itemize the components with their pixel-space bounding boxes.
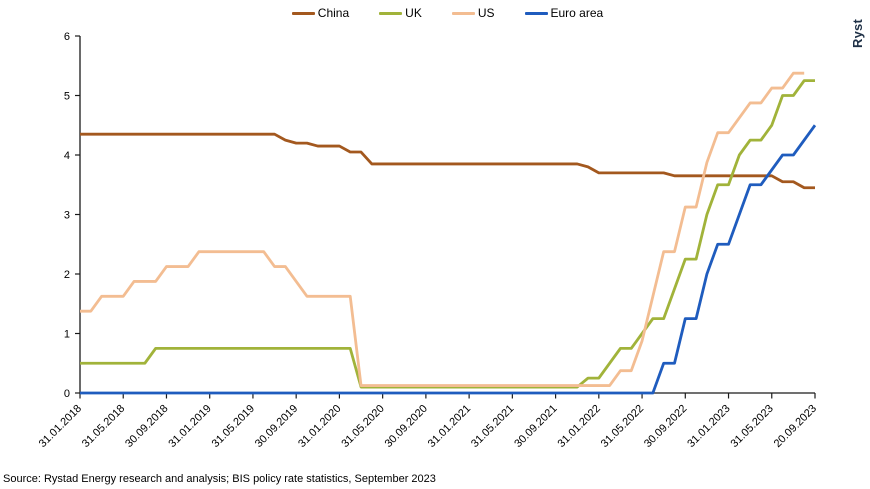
x-axis-tick-label: 31.01.2020 xyxy=(296,403,343,450)
x-axis-tick-label: 31.01.2023 xyxy=(685,403,732,450)
x-axis-tick-label: 31.05.2020 xyxy=(339,403,386,450)
x-axis-tick-label: 31.05.2019 xyxy=(210,403,257,450)
x-axis-tick-label: 31.01.2021 xyxy=(426,403,473,450)
y-axis-tick-label: 6 xyxy=(64,31,70,43)
legend-swatch-icon xyxy=(291,11,315,15)
x-axis-tick-label: 31.05.2023 xyxy=(728,403,775,450)
legend-item-us: US xyxy=(451,6,495,20)
x-axis-tick-label: 30.09.2018 xyxy=(123,403,170,450)
series-line-euro-area xyxy=(80,124,817,395)
x-axis-tick-label: 30.09.2021 xyxy=(512,403,559,450)
legend-item-uk: UK xyxy=(379,6,422,20)
x-axis-tick-label: 20.09.2023 xyxy=(772,403,819,450)
legend-item-china: China xyxy=(291,6,350,20)
chart-legend: China UK US Euro area xyxy=(80,5,815,21)
series-line-us xyxy=(80,71,805,387)
chart-plot-area: 012345631.01.201831.05.201830.09.201831.… xyxy=(37,31,819,450)
y-axis-tick-label: 3 xyxy=(64,210,70,222)
rystad-logo-text: Ryst xyxy=(850,19,865,48)
x-axis-tick-label: 31.05.2021 xyxy=(469,403,516,450)
x-axis-tick-label: 31.05.2022 xyxy=(599,403,646,450)
axis-lines xyxy=(79,36,815,394)
x-axis-tick-label: 30.09.2020 xyxy=(383,403,430,450)
legend-label: US xyxy=(477,6,495,20)
legend-item-euro-area: Euro area xyxy=(524,6,604,20)
legend-swatch-icon xyxy=(451,11,475,15)
y-axis-tick-label: 5 xyxy=(64,91,70,103)
y-axis-tick-label: 2 xyxy=(64,269,70,281)
series-line-china xyxy=(80,132,815,190)
y-axis-tick-label: 4 xyxy=(64,150,70,162)
source-attribution: Source: Rystad Energy research and analy… xyxy=(3,473,436,485)
x-axis-tick-label: 30.09.2019 xyxy=(253,403,300,450)
legend-swatch-icon xyxy=(379,11,403,15)
y-axis-tick-label: 0 xyxy=(64,388,70,400)
x-axis-tick-label: 31.01.2018 xyxy=(37,403,84,450)
policy-rate-chart: China UK US Euro area 0 1 2 3 4 5 6 31.01.2018 31.0… xyxy=(37,5,819,450)
legend-label: UK xyxy=(405,6,422,20)
legend-label: China xyxy=(317,6,350,20)
x-axis-tick-label: 31.05.2018 xyxy=(80,403,127,450)
legend-swatch-icon xyxy=(524,11,548,15)
legend-label: Euro area xyxy=(550,6,604,20)
x-axis-tick-label: 31.01.2019 xyxy=(166,403,213,450)
y-axis-tick-label: 1 xyxy=(64,329,70,341)
series-line-uk xyxy=(80,79,815,389)
x-axis-tick-label: 30.09.2022 xyxy=(642,403,689,450)
x-axis-tick-label: 31.01.2022 xyxy=(556,403,603,450)
